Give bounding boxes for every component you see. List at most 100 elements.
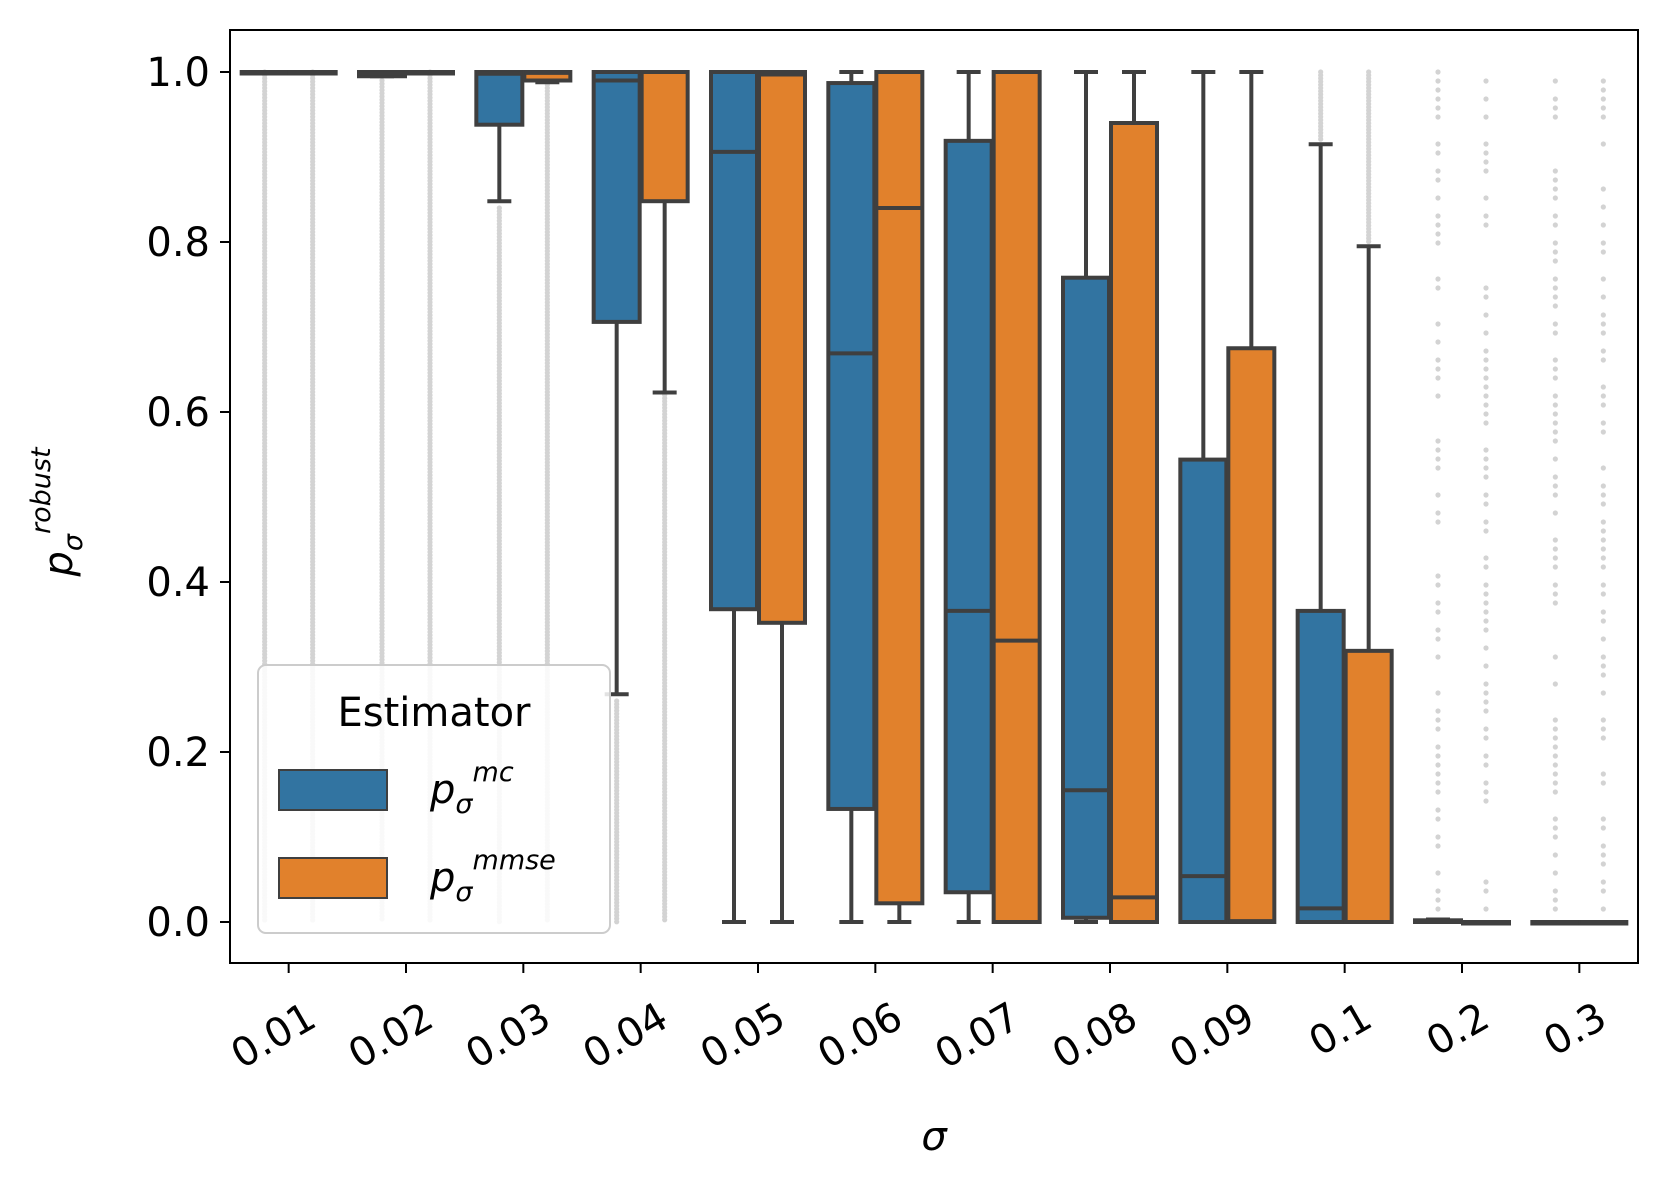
outlier-point [1601,114,1606,119]
outlier-point [1553,177,1558,182]
outlier-point [1553,726,1558,731]
outlier-point [1435,231,1440,236]
outlier-point [1601,222,1606,227]
outlier-point [1435,690,1440,695]
outlier-point [1601,618,1606,623]
box-body [594,72,640,322]
outlier-point [1601,861,1606,866]
outlier-point [1553,753,1558,758]
outlier-point [1435,447,1440,452]
outlier-point [1553,411,1558,416]
outlier-point [1435,195,1440,200]
outlier-point [1483,753,1488,758]
legend-swatch-mc [279,770,387,810]
outlier-point [1435,465,1440,470]
outlier-point [1435,366,1440,371]
outlier-point [1483,285,1488,290]
outlier-point [1553,771,1558,776]
outlier-point [1553,357,1558,362]
outlier-point [1601,609,1606,614]
outlier-point [1553,906,1558,911]
outlier-point [1435,510,1440,515]
outlier-point [1435,744,1440,749]
outlier-point [1601,483,1606,488]
outlier-point [1553,402,1558,407]
outlier-point [1553,105,1558,110]
outlier-point [1435,213,1440,218]
outlier-point [1601,357,1606,362]
box-body [1180,460,1226,922]
outlier-point [1553,555,1558,560]
outlier-point [1601,348,1606,353]
outlier-point [1435,339,1440,344]
outlier-point [1483,213,1488,218]
y-label-superscript: robust [26,446,57,534]
outlier-point [1435,762,1440,767]
box-mc-0.07 [946,72,992,922]
outlier-point [1483,906,1488,911]
outlier-point [1483,366,1488,371]
y-tick-label: 0.8 [146,220,210,266]
box-plot-chart: 0.01 0.02 0.03 0.04 0.05 0.06 0.07 0.08 0.09 0.1 0… [0,0,1660,1193]
outlier-point [1435,168,1440,173]
outlier-point [1483,312,1488,317]
outlier-point [1435,177,1440,182]
outlier-point [1435,438,1440,443]
outlier-point [1553,456,1558,461]
outlier-point [1601,492,1606,497]
outlier-point [1601,582,1606,587]
outlier-point [1483,798,1488,803]
box-mmse-0.01 [290,72,336,74]
outlier-point [1601,519,1606,524]
outlier-point [1483,411,1488,416]
outlier-point [1435,276,1440,281]
outlier-point [1553,582,1558,587]
outlier-point [1483,681,1488,686]
box-mc-0.02 [359,72,405,76]
outlier-point [1553,834,1558,839]
outlier-point [1483,384,1488,389]
outlier-point [1553,780,1558,785]
outlier-point [1483,78,1488,83]
outlier-point [1553,888,1558,893]
outlier-point [1553,213,1558,218]
box-mmse-0.2 [1463,922,1509,924]
outlier-point [1435,87,1440,92]
outlier-point [1483,609,1488,614]
outlier-point [1553,537,1558,542]
outlier-point [1601,204,1606,209]
outlier-point [1435,141,1440,146]
outlier-point [1553,825,1558,830]
outlier-point [1483,492,1488,497]
box-mmse-0.02 [407,72,453,74]
outlier-point [1435,600,1440,605]
outlier-point [662,917,667,922]
legend-swatch-mmse [279,858,387,898]
outlier-point [1601,105,1606,110]
outlier-point [1601,240,1606,245]
outlier-point [1553,114,1558,119]
outlier-point [1483,564,1488,569]
outlier-point [1553,600,1558,605]
outlier-point [1435,69,1440,74]
outlier-point [1435,150,1440,155]
outlier-point [1435,888,1440,893]
outlier-point [1601,816,1606,821]
y-tick-label: 0.2 [146,730,210,776]
outlier-point [1553,78,1558,83]
outlier-point [1553,240,1558,245]
box-body [759,72,805,623]
outlier-point [1601,402,1606,407]
x-axis-label: σ [921,1114,948,1160]
box-body [1111,123,1157,922]
outlier-point [1553,735,1558,740]
outlier-point [1553,717,1558,722]
outlier-point [1483,348,1488,353]
outlier-point [1483,393,1488,398]
outlier-point [1483,735,1488,740]
outlier-point [1435,789,1440,794]
outlier-point [1553,258,1558,263]
outlier-point [1483,582,1488,587]
box-body [476,72,522,125]
outlier-point [1601,420,1606,425]
